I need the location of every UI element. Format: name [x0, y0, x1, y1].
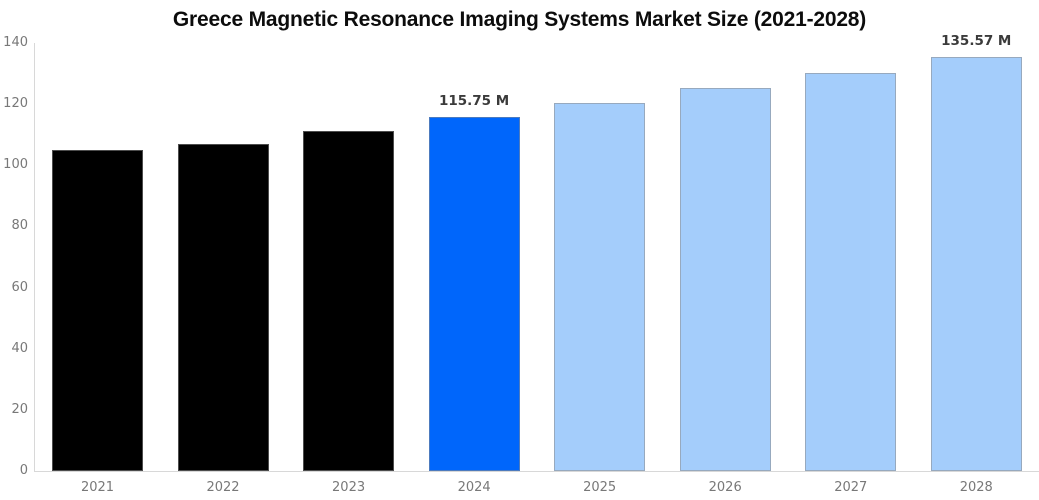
- bar-2022: [177, 143, 269, 471]
- y-axis-tick-label-0: 0: [19, 463, 28, 478]
- x-axis-line: [34, 471, 1039, 472]
- x-axis-label-2022: 2022: [206, 480, 240, 495]
- bar-2021: [52, 150, 143, 471]
- value-label-2028: 135.57 M: [941, 32, 1012, 49]
- bar-2024: [428, 117, 520, 471]
- y-axis-tick-label-100: 100: [3, 157, 28, 173]
- x-axis-label-2025: 2025: [583, 480, 617, 495]
- bar-2026: [679, 87, 771, 471]
- y-axis-tick-label-40: 40: [11, 340, 28, 356]
- bar-2027: [805, 72, 897, 471]
- y-axis-tick-label-20: 20: [11, 401, 28, 417]
- chart-title: Greece Magnetic Resonance Imaging System…: [172, 8, 867, 31]
- x-axis-label-2028: 2028: [959, 480, 993, 495]
- y-axis-tick-label-140: 140: [3, 35, 28, 50]
- y-axis-tick-label-60: 60: [11, 279, 28, 295]
- x-axis-label-2023: 2023: [332, 480, 366, 495]
- bar-2028: [930, 56, 1022, 471]
- x-axis-label-2026: 2026: [708, 480, 742, 495]
- x-axis-label-2027: 2027: [834, 480, 868, 495]
- bar-2023: [303, 130, 395, 471]
- bar-2025: [554, 102, 646, 471]
- y-axis-tick-label-80: 80: [11, 218, 28, 234]
- y-axis-line: [34, 43, 35, 471]
- x-axis-label-2021: 2021: [80, 480, 115, 495]
- x-axis-label-2024: 2024: [457, 480, 491, 495]
- y-axis-tick-label-120: 120: [3, 96, 28, 112]
- value-label-2024: 115.75 M: [438, 93, 510, 110]
